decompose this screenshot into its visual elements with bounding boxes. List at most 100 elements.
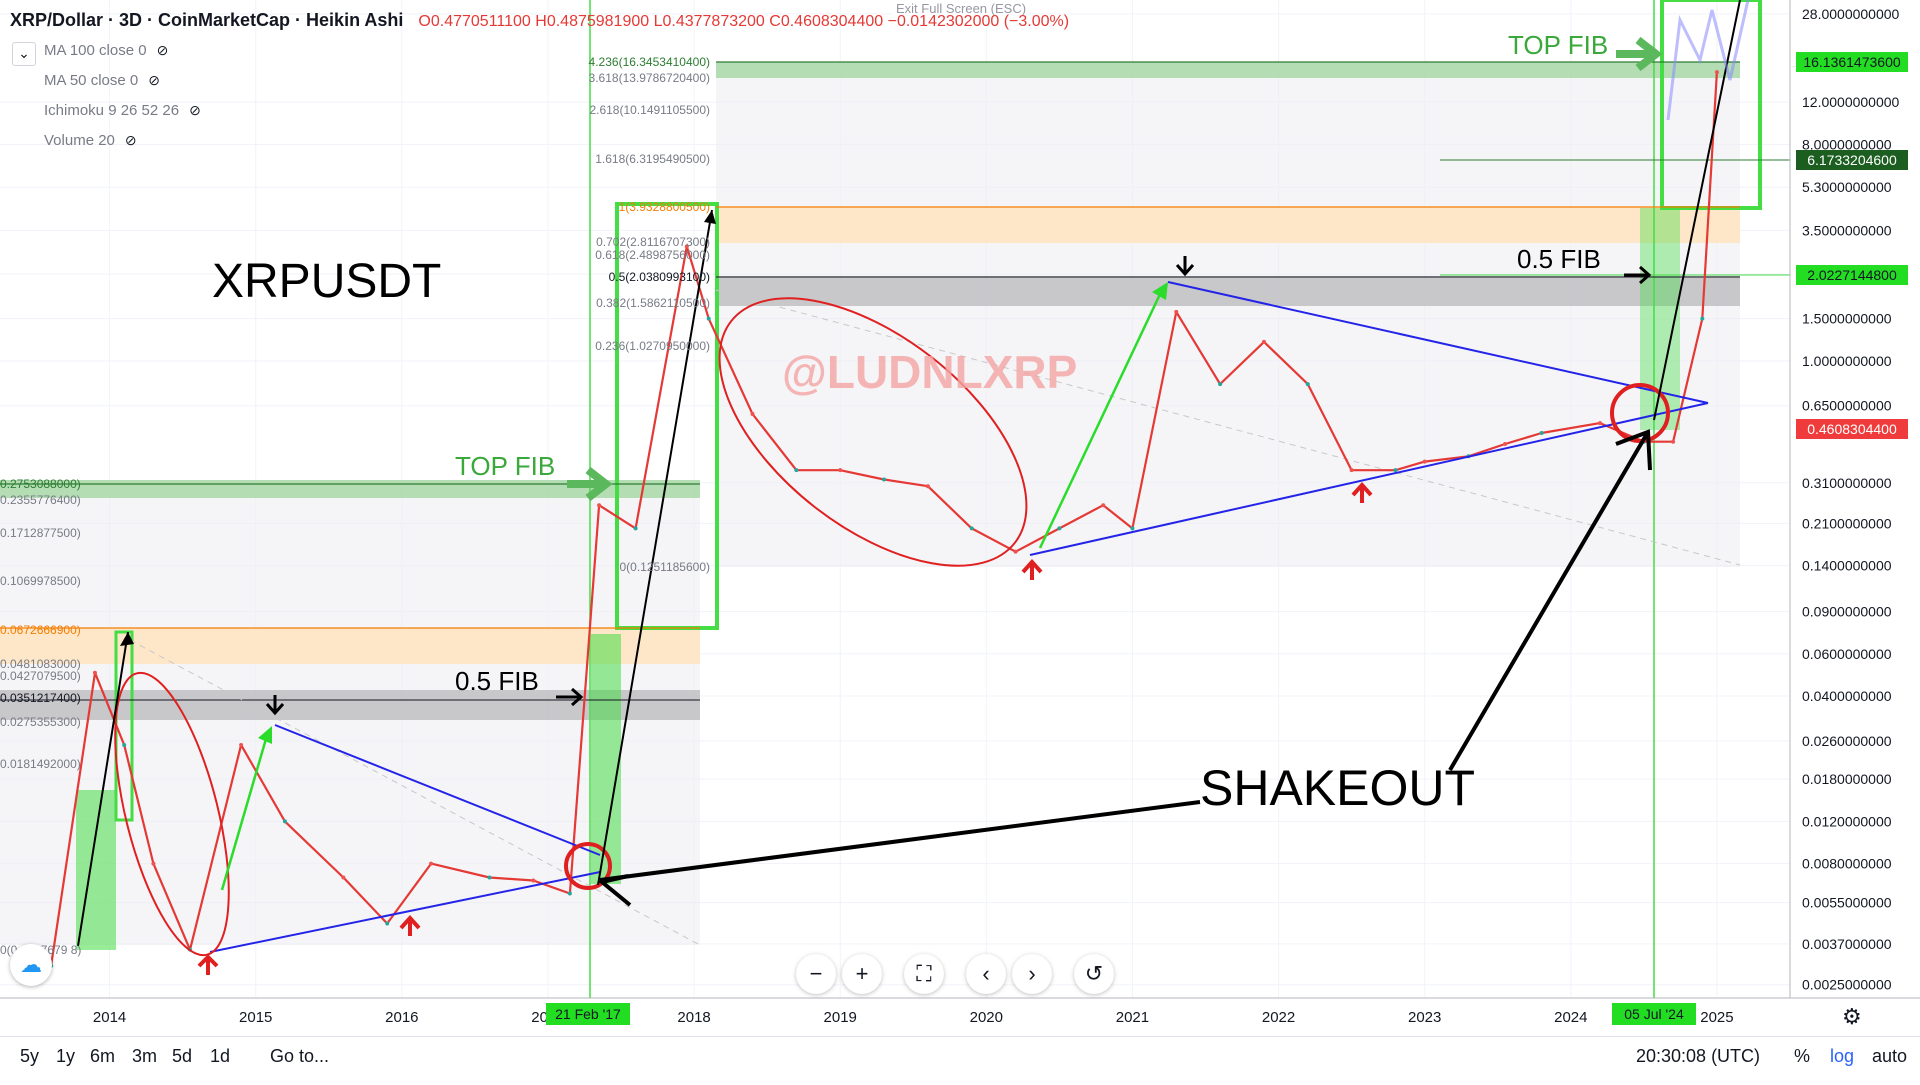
- fib-left-label: 0.2753088000): [0, 477, 81, 491]
- utc-clock[interactable]: 20:30:08 (UTC): [1636, 1046, 1761, 1066]
- price-point: [92, 670, 97, 675]
- fib-left-label: 0.0351217400): [0, 691, 81, 705]
- indicator-ichimoku[interactable]: Ichimoku 9 26 52 26 ⊘: [44, 102, 201, 119]
- price-point: [1700, 316, 1705, 321]
- zoom-out-button[interactable]: −: [796, 954, 836, 994]
- y-tick-label: 0.0080000000: [1802, 856, 1892, 872]
- x-tick-label: 2020: [970, 1009, 1003, 1026]
- x-tick-label: 2018: [677, 1009, 710, 1026]
- eye-off-icon[interactable]: ⊘: [124, 132, 137, 148]
- indicator-label: Volume 20: [44, 132, 115, 149]
- eye-off-icon[interactable]: ⊘: [156, 42, 169, 58]
- price-point: [882, 477, 887, 482]
- black-line-1: [77, 631, 129, 947]
- symbol-title[interactable]: XRP/Dollar · 3D · CoinMarketCap · Heikin…: [10, 10, 404, 30]
- price-point: [1503, 441, 1508, 446]
- price-point: [385, 921, 390, 926]
- y-tick-label: 0.0120000000: [1802, 813, 1892, 829]
- tradingview-logo-icon[interactable]: ☁: [10, 944, 52, 986]
- settings-gear-icon[interactable]: ⚙: [1842, 1004, 1862, 1029]
- projection-series: [1666, 0, 1750, 121]
- price-tag-last: 0.4608304400: [1796, 419, 1908, 439]
- fib-mid-label: 0.618(2.4898756000): [595, 248, 710, 262]
- y-tick-label: 0.0600000000: [1802, 646, 1892, 662]
- indicator-ma100[interactable]: MA 100 close 0 ⊘: [44, 42, 168, 59]
- fib-left-label: 0.1069978500): [0, 574, 81, 588]
- collapse-legend-button[interactable]: ⌄: [12, 42, 36, 66]
- fib-green-mid: [716, 62, 1740, 78]
- ohlc-readout: O0.4770511100 H0.4875981900 L0.437787320…: [418, 13, 1070, 30]
- goto-date-button[interactable]: Go to...: [270, 1046, 330, 1066]
- log-scale-toggle[interactable]: log: [1830, 1046, 1855, 1066]
- fib-mid-label: 1.618(6.3195490500): [595, 152, 710, 166]
- price-point: [1130, 526, 1135, 531]
- reset-chart-button[interactable]: ↺: [1074, 954, 1114, 994]
- price-point: [1013, 549, 1018, 554]
- plus-icon: +: [855, 961, 869, 986]
- ellipse-1: [114, 671, 230, 957]
- price-point: [1057, 526, 1062, 531]
- fib-left-label: 0.0427079500): [0, 669, 81, 683]
- top-fib-label-2: TOP FIB: [1508, 30, 1608, 60]
- shakeout-circle-2: [1610, 383, 1670, 443]
- indicator-volume[interactable]: Volume 20 ⊘: [44, 132, 137, 149]
- svg-text:6.1733204600: 6.1733204600: [1807, 152, 1897, 168]
- zoom-in-button[interactable]: +: [842, 954, 882, 994]
- fib-mid-label: 0.236(1.0270950000): [595, 339, 710, 353]
- chevron-down-icon: ⌄: [18, 45, 30, 61]
- shakeout-line-1: [599, 800, 1201, 882]
- y-tick-label: 12.0000000000: [1802, 94, 1900, 110]
- price-tag-6: 6.1733204600: [1796, 150, 1908, 170]
- top-fib-label-1: TOP FIB: [455, 451, 555, 481]
- ellipse-2: [718, 297, 1028, 567]
- half-fib-arrow-2: [1624, 265, 1652, 285]
- price-point: [282, 819, 287, 824]
- price-point: [1349, 468, 1354, 473]
- top-fib-arrow-2: [1616, 36, 1663, 72]
- timeframe-6m[interactable]: 6m: [90, 1046, 116, 1066]
- x-tick-label: 2023: [1408, 1009, 1441, 1026]
- timeframe-5y[interactable]: 5y: [20, 1046, 40, 1066]
- scroll-right-button[interactable]: ›: [1012, 954, 1052, 994]
- price-point: [838, 468, 843, 473]
- down-arrow-1: [265, 695, 285, 716]
- fib-mid-label: 0(0.1251185600): [619, 560, 710, 574]
- price-point: [633, 526, 638, 531]
- indicator-ma50[interactable]: MA 50 close 0 ⊘: [44, 72, 160, 89]
- down-arrow-2: [1175, 256, 1195, 277]
- timeframe-3m[interactable]: 3m: [132, 1046, 158, 1066]
- y-tick-label: 0.0180000000: [1802, 771, 1892, 787]
- timeframe-1d[interactable]: 1d: [210, 1046, 231, 1066]
- chevron-left-icon: ‹: [982, 961, 990, 986]
- date-tag-jul24: 05 Jul '24: [1612, 1003, 1696, 1025]
- percent-scale-toggle[interactable]: %: [1794, 1046, 1811, 1066]
- price-point: [684, 244, 689, 249]
- red-up-arrow-1: [197, 954, 219, 975]
- price-point: [341, 875, 346, 880]
- fullscreen-button[interactable]: ⛶: [904, 954, 944, 994]
- timeframe-1y[interactable]: 1y: [56, 1046, 76, 1066]
- price-point: [1393, 468, 1398, 473]
- fib-mid-label: 1(3.9328800500): [619, 200, 710, 214]
- auto-scale-toggle[interactable]: auto: [1872, 1046, 1908, 1066]
- eye-off-icon[interactable]: ⊘: [189, 102, 201, 118]
- chart-header: XRP/Dollar · 3D · CoinMarketCap · Heikin…: [10, 10, 1069, 31]
- title-annotation: XRPUSDT: [212, 255, 441, 308]
- triangle-upper-1: [274, 724, 601, 856]
- exit-fullscreen-hint[interactable]: Exit Full Screen (ESC): [892, 0, 1031, 17]
- eye-off-icon[interactable]: ⊘: [148, 72, 160, 88]
- price-point: [1671, 439, 1676, 444]
- y-tick-label: 0.0025000000: [1802, 977, 1892, 993]
- fib-mid-label: 0.702(2.8116707300): [596, 235, 710, 249]
- indicator-label: Ichimoku 9 26 52 26: [44, 102, 180, 119]
- timeframe-5d[interactable]: 5d: [172, 1046, 193, 1066]
- scroll-left-button[interactable]: ‹: [966, 954, 1006, 994]
- top-fib-arrow-1: [567, 466, 613, 502]
- fib-gray-mid: [716, 276, 1740, 306]
- price-point: [429, 861, 434, 866]
- expand-icon: ⛶: [916, 961, 932, 986]
- price-tag-2: 2.0227144800: [1796, 265, 1908, 285]
- y-tick-label: 8.0000000000: [1802, 136, 1892, 152]
